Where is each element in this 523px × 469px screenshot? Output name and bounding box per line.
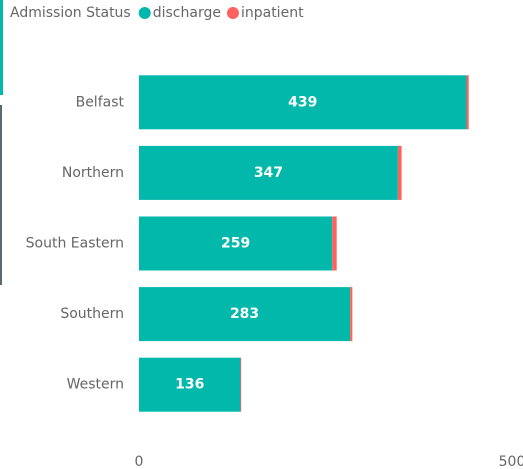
bar-segment (139, 75, 467, 130)
legend-label: discharge (153, 5, 221, 21)
value-label: 347 (254, 165, 283, 181)
y-tick-label: South Eastern (26, 236, 124, 252)
side-divider (0, 105, 2, 285)
legend-title: Admission Status (10, 5, 131, 21)
legend-marker (226, 7, 239, 19)
bar-segment (139, 357, 241, 412)
bar-segment (139, 287, 351, 342)
legend-label: inpatient (241, 5, 304, 21)
bar-segment (139, 216, 333, 271)
value-label: 439 (288, 94, 317, 110)
bar-segment (139, 145, 398, 200)
bar-segment (466, 75, 469, 130)
bar-segment (240, 357, 242, 412)
y-tick-label: Belfast (76, 94, 125, 110)
bar-segment (350, 287, 353, 342)
y-tick-label: Southern (60, 306, 124, 322)
x-tick-label: 500 (499, 454, 523, 469)
legend-marker (138, 7, 151, 19)
value-label: 259 (221, 236, 250, 252)
y-tick-label: Western (67, 377, 124, 393)
y-tick-label: Northern (62, 165, 124, 181)
value-label: 136 (175, 377, 204, 393)
value-label: 283 (230, 306, 259, 322)
bar-segment (332, 216, 337, 271)
side-accent (0, 0, 3, 95)
x-tick-label: 0 (135, 454, 144, 469)
bar-segment (397, 145, 402, 200)
